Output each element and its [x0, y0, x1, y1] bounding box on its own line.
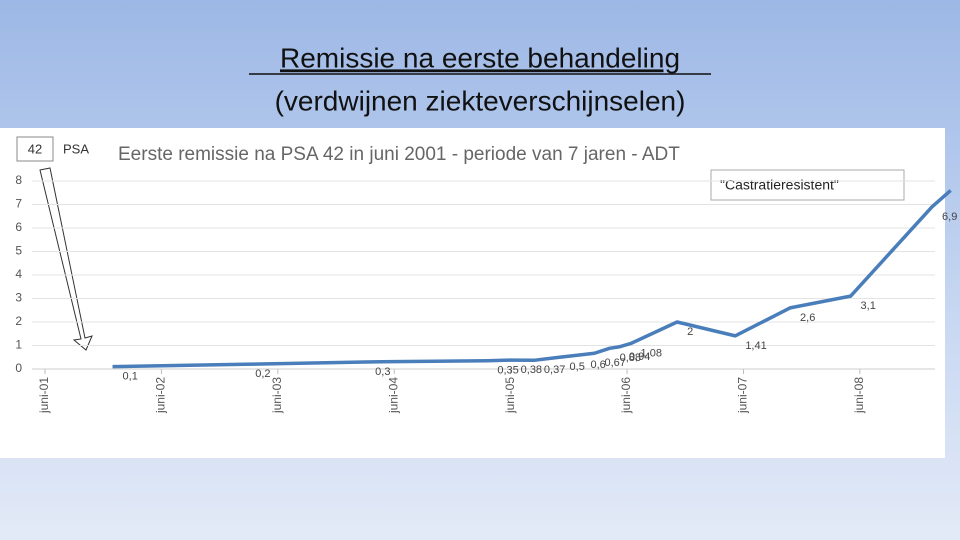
data-label: 0,5 — [570, 361, 585, 373]
slide-title: Remissie na eerste behandeling — [280, 42, 680, 73]
data-label: 0,38 — [521, 364, 542, 376]
note: "Castratieresistent" — [720, 177, 839, 193]
x-tick-label: juni-07 — [736, 377, 750, 414]
y-tick-label: 6 — [15, 220, 22, 234]
data-label: 0,2 — [255, 368, 270, 380]
data-label: 0,37 — [544, 364, 565, 376]
y-tick-label: 4 — [15, 267, 22, 281]
data-label: 0,94 — [629, 351, 650, 363]
y-tick-label: 8 — [15, 173, 22, 187]
data-label: 2 — [687, 326, 693, 338]
chart-title: Eerste remissie na PSA 42 in juni 2001 -… — [118, 144, 680, 165]
data-label: 1,08 — [641, 348, 662, 360]
note-box — [710, 169, 905, 201]
data-label: 2,6 — [800, 312, 815, 324]
data-label: 0,88 — [620, 352, 641, 364]
y-tick-label: 5 — [15, 244, 22, 258]
arrow — [39, 167, 93, 351]
line-series — [112, 189, 952, 369]
x-tick-label: juni-02 — [154, 377, 168, 414]
y-tick-label: 2 — [15, 314, 22, 328]
x-tick-label: juni-03 — [270, 377, 284, 414]
psa-box-label: PSA — [63, 141, 89, 156]
x-tick-label: juni-05 — [503, 377, 517, 414]
data-label: 0,6 — [590, 359, 605, 371]
data-label: 1,41 — [745, 340, 766, 352]
x-tick-label: juni-04 — [386, 377, 400, 414]
psa-box-value: 42 — [28, 141, 42, 156]
psa-box — [16, 136, 54, 162]
slide-subtitle: (verdwijnen ziekteverschijnselen) — [275, 85, 686, 116]
y-tick-label: 1 — [15, 338, 22, 352]
x-tick-label: juni-01 — [37, 377, 51, 414]
y-tick-label: 3 — [15, 291, 22, 305]
data-label: 0,3 — [375, 366, 390, 378]
data-label: 0,67 — [604, 357, 625, 369]
y-tick-label: 7 — [15, 197, 22, 211]
x-tick-label: juni-06 — [619, 377, 633, 414]
data-label: 6,9 — [942, 211, 957, 223]
y-tick-label: 0 — [15, 361, 22, 375]
data-label: 0,35 — [497, 365, 518, 377]
data-label: 0,1 — [123, 371, 138, 383]
data-label: 3,1 — [861, 300, 876, 312]
x-tick-label: juni-08 — [852, 377, 866, 414]
